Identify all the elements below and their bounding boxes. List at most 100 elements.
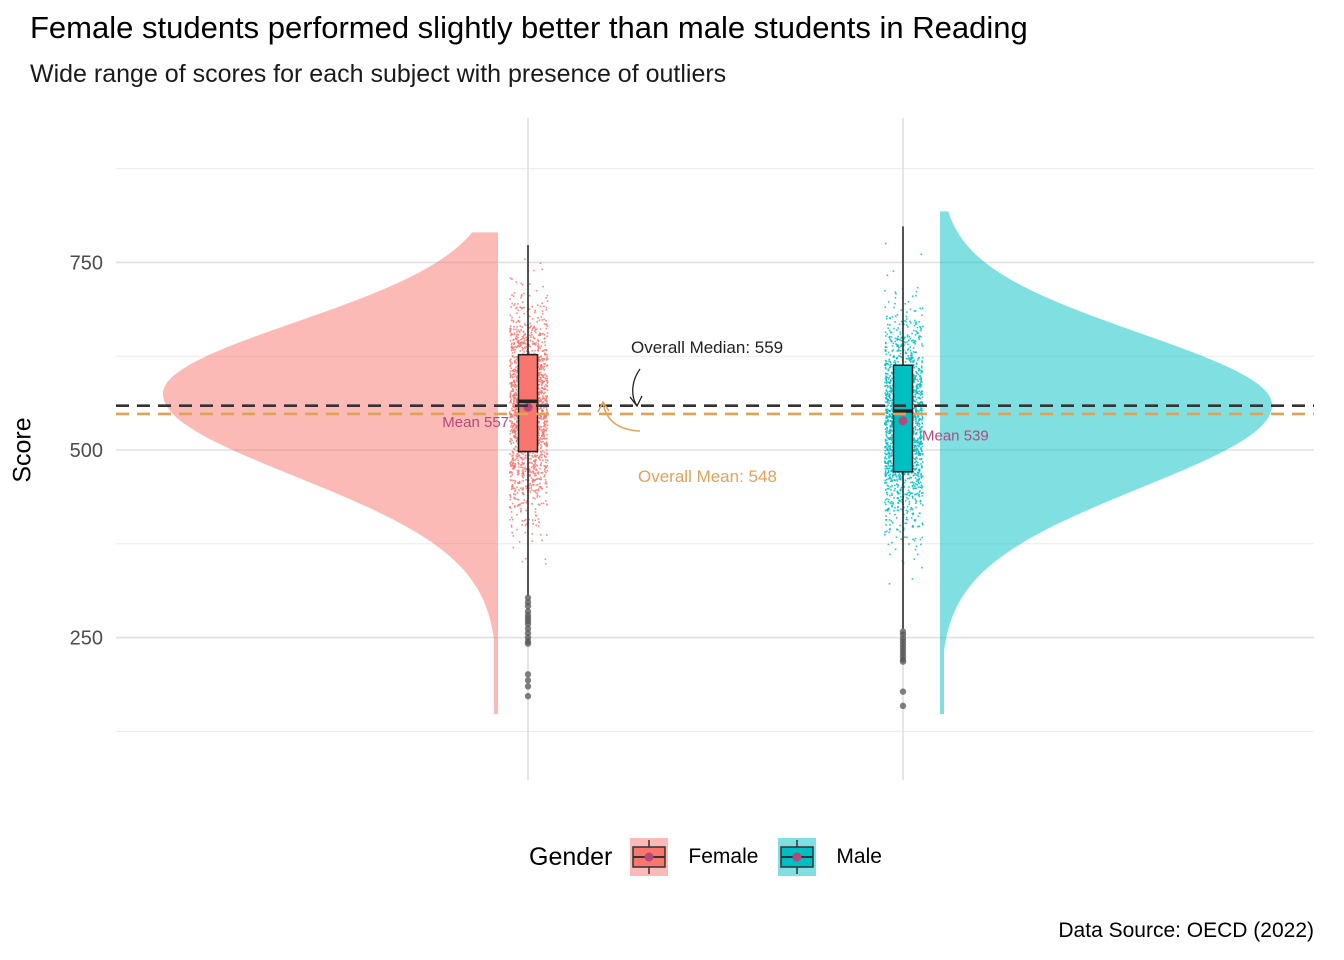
rain-point — [915, 398, 918, 401]
rain-point — [907, 489, 910, 492]
rain-point — [918, 338, 921, 341]
rain-point — [890, 454, 892, 457]
rain-point — [914, 319, 916, 322]
rain-point — [896, 478, 898, 481]
rain-point — [906, 518, 909, 521]
rain-point — [522, 502, 525, 504]
rain-point — [513, 506, 516, 508]
rain-point — [528, 518, 530, 521]
rain-point — [509, 361, 512, 364]
rain-point — [517, 471, 520, 473]
rain-point — [912, 403, 915, 406]
rain-point — [889, 447, 891, 449]
rain-point — [910, 322, 912, 324]
rain-point — [523, 474, 526, 477]
rain-point — [539, 438, 541, 440]
rain-point — [900, 309, 902, 311]
rain-point — [538, 376, 541, 378]
rain-point — [896, 486, 899, 488]
rain-point — [525, 479, 527, 481]
rain-point — [890, 520, 893, 522]
rain-point — [538, 372, 541, 375]
rain-point — [543, 369, 546, 371]
rain-point — [511, 531, 513, 534]
rain-point — [521, 326, 524, 328]
rain-point — [530, 331, 533, 334]
rain-point — [918, 336, 920, 339]
rain-point — [512, 459, 515, 462]
rain-point — [516, 377, 518, 379]
rain-point — [540, 399, 542, 402]
rain-point — [520, 294, 523, 296]
rain-point — [509, 414, 512, 417]
rain-point — [510, 319, 513, 322]
rain-point — [889, 476, 891, 478]
rain-point — [542, 400, 545, 403]
rain-point — [521, 301, 524, 303]
rain-point — [509, 462, 511, 465]
rain-point — [884, 472, 887, 475]
rain-point — [521, 524, 523, 526]
rain-point — [887, 471, 890, 474]
rain-point — [913, 558, 916, 560]
rain-point — [536, 469, 538, 471]
rain-point — [887, 451, 890, 454]
rain-point — [920, 487, 923, 489]
rain-point — [911, 481, 914, 483]
rain-point — [541, 391, 543, 393]
rain-point — [907, 348, 910, 350]
rain-point — [888, 498, 890, 501]
rain-point — [891, 350, 894, 352]
rain-point — [509, 494, 512, 497]
rain-point — [912, 361, 914, 363]
rain-point — [886, 401, 889, 404]
rain-point — [909, 357, 912, 359]
rain-point — [534, 328, 537, 331]
rain-point — [512, 384, 515, 386]
rain-point — [516, 325, 519, 328]
rain-point — [514, 381, 516, 384]
rain-point — [886, 493, 889, 496]
rain-point — [887, 416, 889, 418]
rain-point — [918, 410, 920, 413]
rain-point — [541, 435, 543, 437]
rain-point — [515, 358, 518, 361]
rain-point — [517, 454, 520, 457]
rain-point — [889, 436, 892, 439]
rain-point — [513, 342, 516, 344]
rain-point — [543, 407, 545, 409]
rain-point — [514, 408, 517, 411]
rain-point — [891, 422, 893, 424]
rain-point — [534, 475, 536, 477]
rain-point — [920, 327, 922, 330]
rain-point — [514, 489, 517, 491]
rain-point — [913, 381, 915, 384]
rain-point — [525, 346, 527, 348]
rain-point — [540, 316, 543, 318]
rain-point — [541, 398, 544, 400]
rain-point — [528, 327, 531, 329]
rain-point — [529, 452, 531, 454]
rain-point — [885, 342, 887, 345]
rain-point — [887, 501, 890, 503]
rain-point — [914, 400, 917, 403]
rain-point — [921, 393, 924, 395]
rain-point — [899, 352, 902, 355]
rain-point — [546, 433, 548, 436]
rain-point — [512, 339, 514, 341]
rain-point — [884, 471, 887, 473]
rain-point — [904, 472, 906, 474]
rain-point — [884, 499, 887, 501]
rain-point — [907, 498, 909, 500]
rain-point — [885, 489, 887, 491]
rain-point — [920, 378, 923, 380]
rain-point — [919, 429, 921, 431]
rain-point — [544, 353, 546, 356]
mean-arrow — [602, 402, 641, 432]
rain-point — [914, 520, 916, 522]
rain-point — [890, 452, 893, 455]
rain-point — [914, 485, 916, 487]
rain-point — [522, 330, 525, 333]
rain-point — [919, 441, 921, 444]
rain-point — [509, 412, 511, 414]
